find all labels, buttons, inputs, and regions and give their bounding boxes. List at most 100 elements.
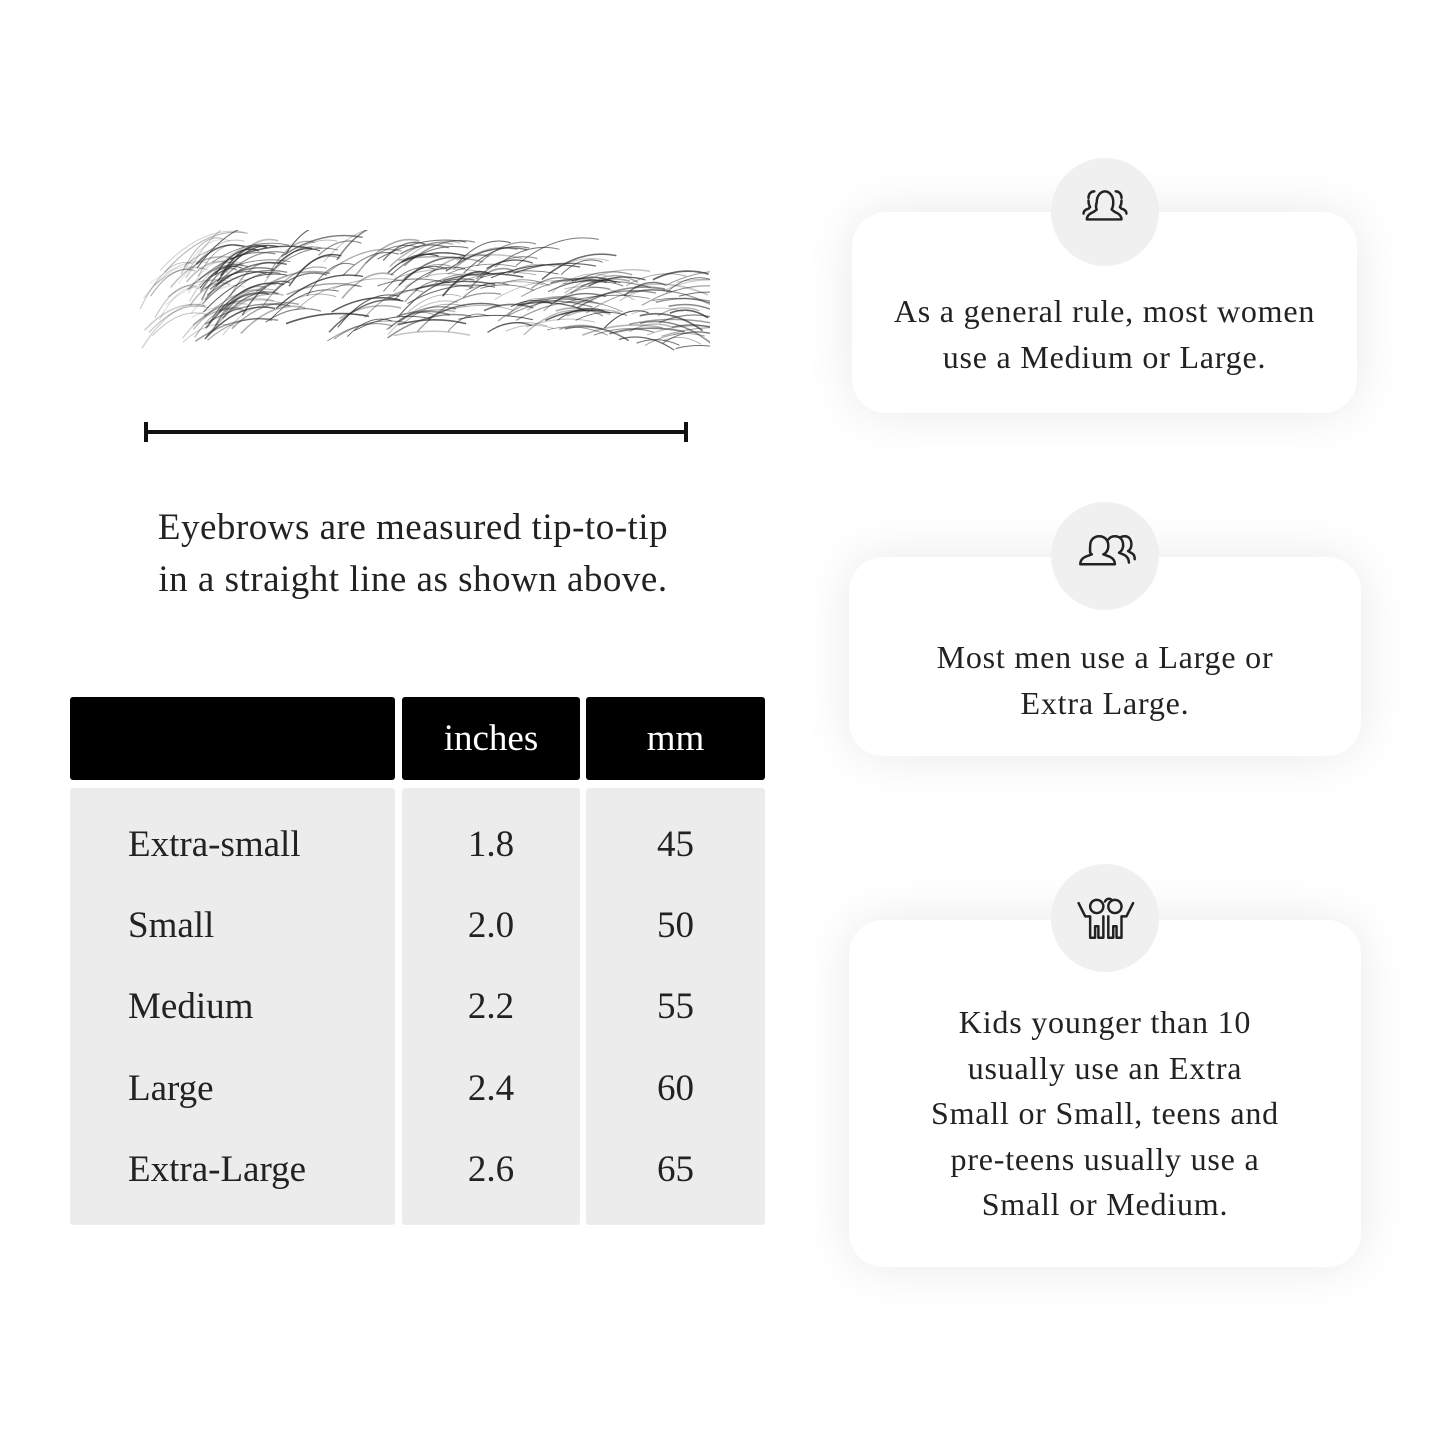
size-column bbox=[70, 788, 395, 1225]
eyebrow-hair bbox=[211, 259, 291, 278]
eyebrow-hair bbox=[187, 264, 249, 291]
eyebrow-hair bbox=[214, 248, 260, 276]
eyebrow-hair bbox=[664, 271, 710, 287]
eyebrow-hair bbox=[209, 267, 275, 290]
eyebrow-hair bbox=[201, 271, 273, 305]
card-text-line: Small or Medium. bbox=[981, 1186, 1229, 1222]
eyebrow-hair bbox=[296, 284, 363, 311]
eyebrow-hair bbox=[225, 290, 267, 313]
card-text-line: Kids younger than 10 bbox=[958, 1004, 1252, 1040]
eyebrow-hair bbox=[397, 319, 467, 326]
inches-column bbox=[402, 788, 580, 1225]
eyebrow-hair bbox=[377, 278, 445, 287]
eyebrow-hair bbox=[337, 294, 400, 328]
eyebrow-hair bbox=[199, 244, 268, 293]
eyebrow-hair bbox=[576, 286, 666, 309]
eyebrow-hair bbox=[669, 309, 709, 319]
eyebrow-hair bbox=[582, 324, 663, 336]
eyebrow-hair bbox=[284, 230, 310, 256]
eyebrow-hair bbox=[490, 264, 581, 279]
eyebrow-hair bbox=[559, 324, 603, 330]
eyebrow-hair bbox=[574, 271, 633, 282]
eyebrow-hair bbox=[165, 277, 246, 306]
men-group-icon bbox=[1079, 534, 1136, 566]
header-size bbox=[70, 697, 395, 780]
eyebrow-hair bbox=[398, 255, 484, 263]
eyebrow-hair bbox=[150, 269, 196, 297]
eyebrow-hair bbox=[523, 309, 590, 336]
eyebrow-hair bbox=[274, 247, 339, 269]
eyebrow-hair bbox=[564, 286, 635, 301]
eyebrow-hair bbox=[240, 305, 306, 335]
eyebrow-hair bbox=[152, 312, 207, 337]
eyebrow-hair bbox=[427, 302, 501, 320]
eyebrow-hair bbox=[404, 272, 464, 288]
eyebrow-hair bbox=[204, 306, 276, 340]
eyebrow-hair bbox=[486, 259, 534, 270]
eyebrow-hair bbox=[153, 267, 208, 286]
icon-circle bbox=[1051, 864, 1159, 972]
eyebrow-hair bbox=[453, 246, 518, 270]
eyebrow-hair bbox=[272, 272, 328, 294]
card-text: Most men use a Large or Extra Large. bbox=[849, 635, 1361, 726]
size-inches: 2.4 bbox=[467, 1068, 515, 1109]
eyebrow-hair bbox=[551, 273, 607, 293]
eyebrow-illustration bbox=[139, 230, 710, 351]
eyebrow-hair bbox=[299, 255, 341, 273]
eyebrow-hair bbox=[408, 294, 462, 313]
eyebrow-hair bbox=[541, 253, 617, 280]
eyebrow-hair bbox=[188, 230, 222, 271]
eyebrow-hair bbox=[447, 263, 517, 275]
eyebrow-hair bbox=[463, 246, 530, 274]
eyebrow-hair bbox=[396, 310, 451, 318]
eyebrow-hair bbox=[401, 252, 465, 263]
measurement-caption: Eyebrows are measured tip-to-tip in a st… bbox=[157, 507, 669, 600]
card-text-line: Small or Small, teens and bbox=[931, 1095, 1279, 1131]
eyebrow-hair bbox=[339, 304, 402, 320]
eyebrow-hair bbox=[341, 272, 394, 299]
eyebrow-hair bbox=[191, 299, 281, 318]
card-text-line: Extra Large. bbox=[1020, 684, 1190, 721]
eyebrow-hair bbox=[652, 297, 710, 304]
eyebrow-hair bbox=[285, 312, 370, 325]
eyebrow-hair bbox=[659, 314, 710, 324]
eyebrow-hair bbox=[415, 280, 496, 291]
size-mm: 60 bbox=[657, 1068, 694, 1109]
measurement-line bbox=[144, 422, 688, 442]
mm-column bbox=[586, 788, 765, 1225]
eyebrow-hair bbox=[629, 318, 710, 326]
eyebrow-hair bbox=[619, 288, 673, 302]
eyebrow-hair bbox=[159, 287, 201, 320]
eyebrow-hair bbox=[281, 234, 363, 258]
eyebrow-hair bbox=[407, 284, 496, 304]
eyebrow-hair bbox=[475, 256, 538, 280]
eyebrow-hair bbox=[354, 238, 420, 277]
kids-icon bbox=[1077, 897, 1135, 940]
eyebrow-hair bbox=[327, 320, 408, 342]
eyebrow-hair bbox=[390, 245, 469, 276]
eyebrow-hair bbox=[211, 242, 290, 263]
eyebrow-hair bbox=[618, 336, 675, 351]
eyebrow-hair bbox=[275, 274, 364, 309]
eyebrow-hair bbox=[646, 325, 710, 336]
eyebrow-hair bbox=[663, 336, 702, 345]
card-text-line: pre-teens usually use a bbox=[950, 1140, 1260, 1177]
eyebrow-hair bbox=[476, 241, 537, 267]
eyebrow-hair bbox=[566, 308, 621, 317]
eyebrow-hair bbox=[325, 248, 403, 275]
eyebrow-hair bbox=[406, 240, 461, 259]
header-mm: mm bbox=[586, 697, 765, 780]
eyebrow-hair bbox=[452, 304, 514, 311]
eyebrow-hair bbox=[185, 260, 233, 283]
eyebrow-hair bbox=[458, 314, 534, 321]
eyebrow-hair bbox=[255, 270, 331, 293]
eyebrow-hair bbox=[502, 279, 550, 287]
size-name: Large bbox=[128, 1068, 214, 1109]
eyebrow-hair bbox=[139, 262, 193, 310]
eyebrow-hair bbox=[445, 247, 528, 272]
eyebrow-hair bbox=[203, 298, 275, 317]
eyebrow-hair bbox=[387, 300, 458, 335]
eyebrow-hair bbox=[580, 281, 624, 287]
eyebrow-hair bbox=[190, 284, 246, 314]
eyebrow-hair bbox=[398, 278, 475, 317]
